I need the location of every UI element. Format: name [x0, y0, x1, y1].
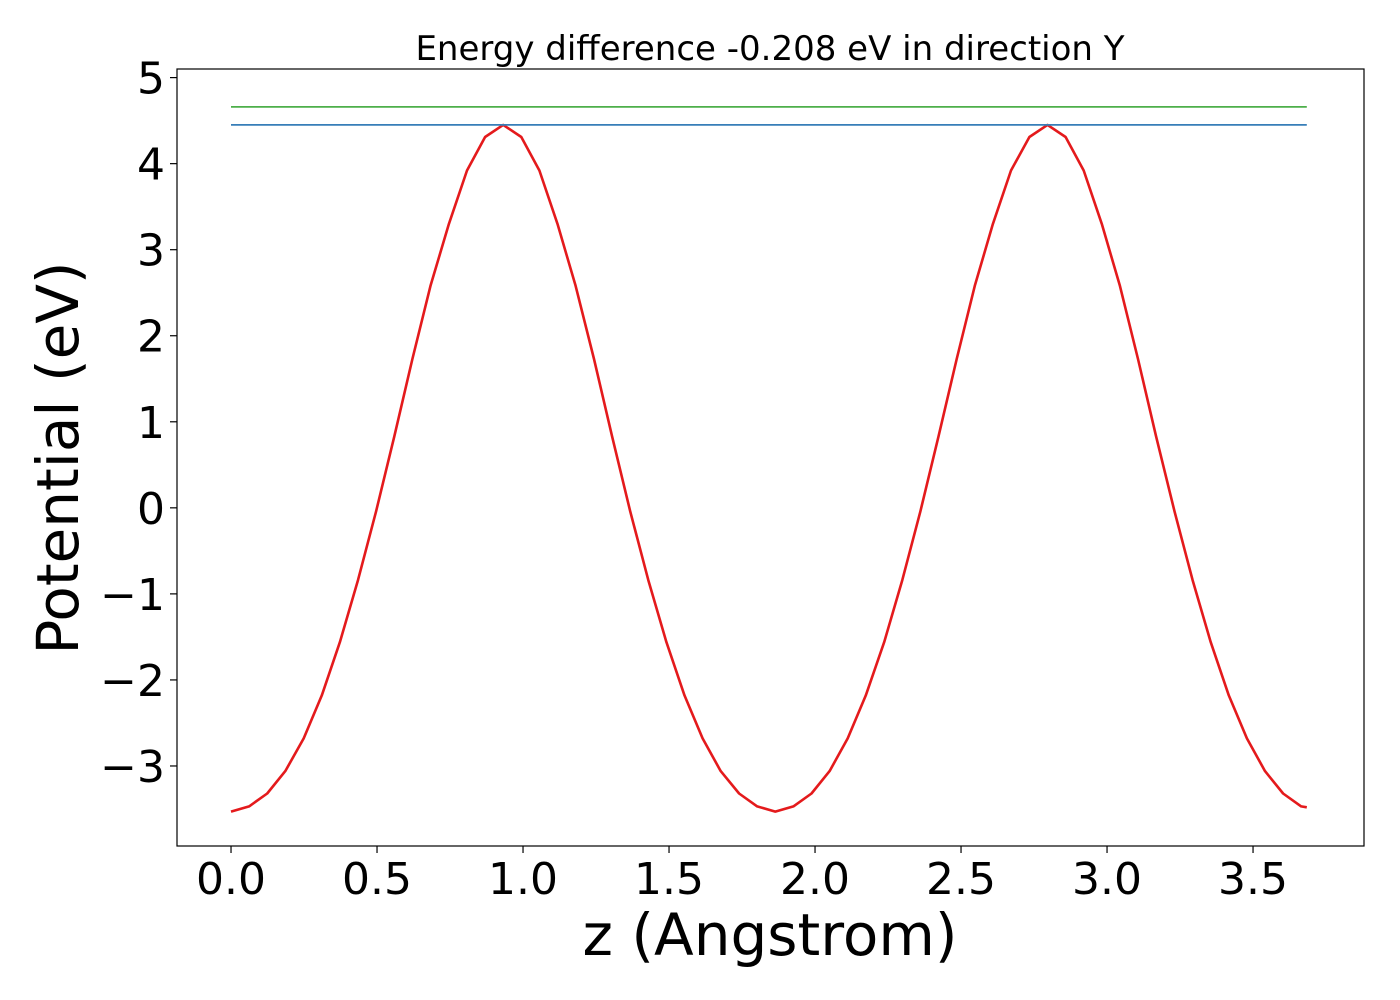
- x-tick-label: 3.5: [1218, 854, 1288, 905]
- x-tick-label: 0.5: [342, 854, 412, 905]
- y-tick-label: −2: [100, 656, 165, 707]
- series-line-0: [230, 123, 1308, 813]
- y-tick-label: −1: [100, 570, 165, 621]
- x-tick-label: 3.0: [1072, 854, 1142, 905]
- x-axis-label: z (Angstrom): [583, 901, 958, 969]
- y-axis-label: Potential (eV): [24, 261, 92, 654]
- x-tick-label: 1.0: [488, 854, 558, 905]
- y-axis: −3 −2 −1 0 1 2 3 4 5: [100, 54, 177, 793]
- y-tick-label: 5: [137, 54, 165, 105]
- y-tick-label: 3: [137, 226, 165, 277]
- x-axis: 0.0 0.5 1.0 1.5 2.0 2.5 3.0 3.5: [196, 846, 1288, 905]
- y-tick-label: 4: [137, 140, 165, 191]
- x-tick-label: 1.5: [634, 854, 704, 905]
- x-tick-label: 0.0: [196, 854, 266, 905]
- y-tick-label: 2: [137, 312, 165, 363]
- axes-frame: [176, 68, 1365, 847]
- x-tick-label: 2.5: [926, 854, 996, 905]
- y-tick-label: 1: [137, 398, 165, 449]
- y-tick-label: −3: [100, 742, 165, 793]
- y-tick-label: 0: [137, 484, 165, 535]
- series-layer: [230, 106, 1308, 813]
- chart-title: Energy difference -0.208 eV in direction…: [415, 29, 1124, 69]
- x-tick-label: 2.0: [780, 854, 850, 905]
